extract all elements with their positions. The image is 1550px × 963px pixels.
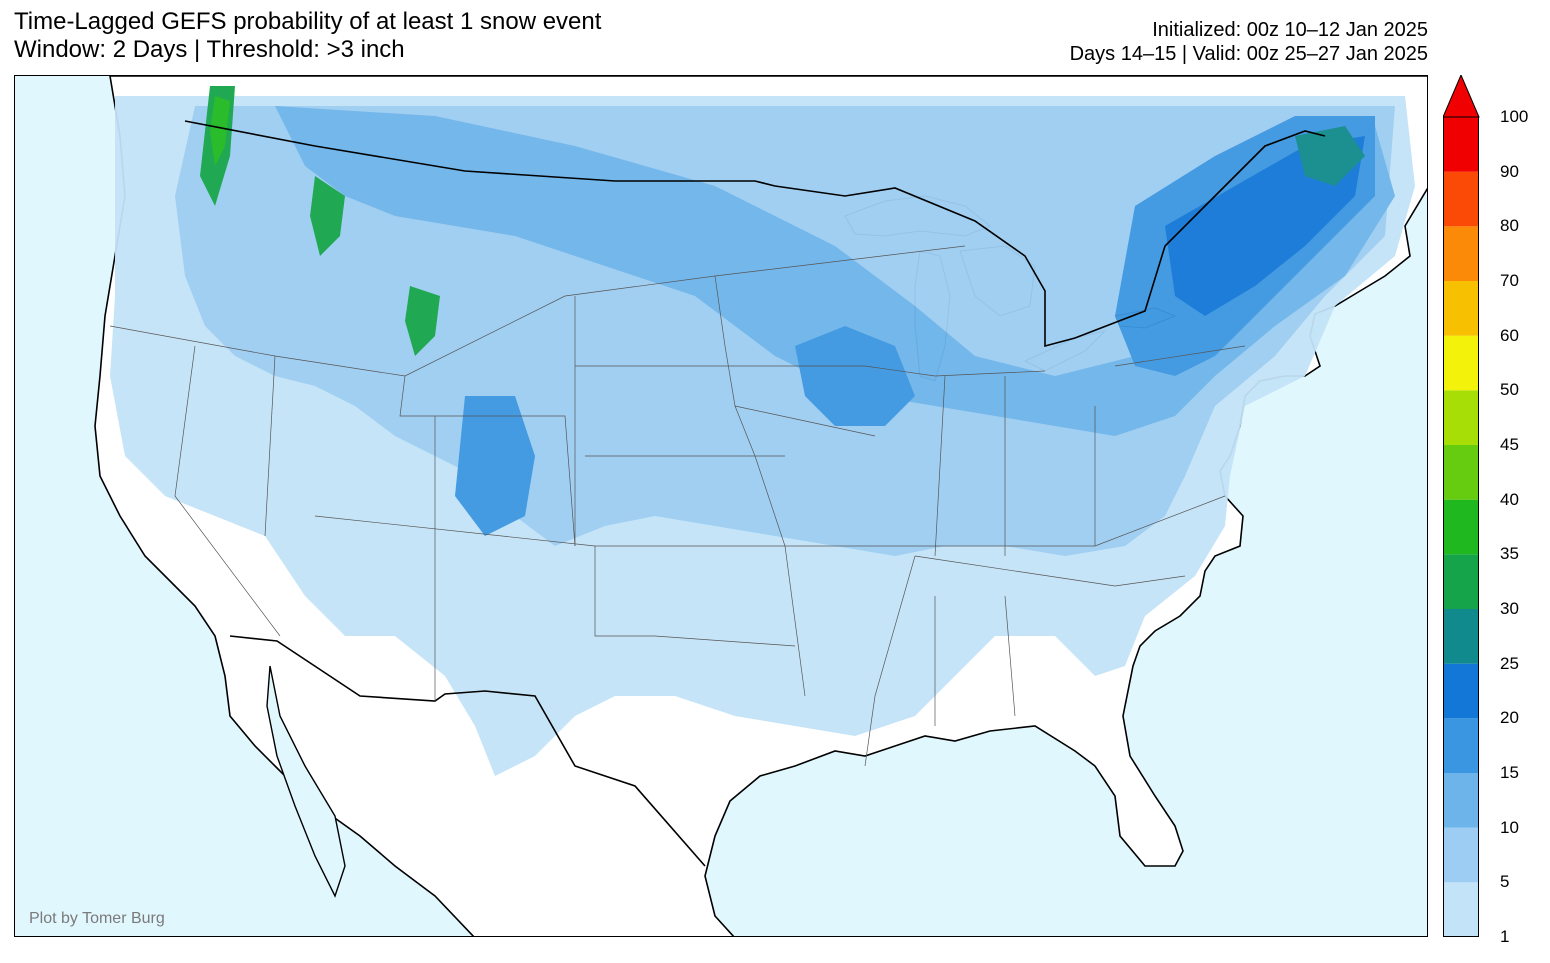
prob-10-15 bbox=[275, 106, 1395, 436]
colorbar-segment bbox=[1443, 335, 1479, 391]
prob-15-20-rockies bbox=[455, 396, 535, 536]
colorbar-extend-arrow bbox=[1443, 75, 1480, 118]
colorbar-segment bbox=[1443, 609, 1479, 664]
colorbar-segment bbox=[1443, 663, 1479, 719]
colorbar-segment bbox=[1443, 499, 1479, 555]
colorbar-tick-label: 70 bbox=[1500, 271, 1519, 290]
run-info: Initialized: 00z 10–12 Jan 2025 Days 14–… bbox=[1070, 18, 1428, 66]
plot-credit: Plot by Tomer Burg bbox=[29, 910, 165, 927]
gulf-of-california bbox=[266, 665, 346, 898]
map-panel: Plot by Tomer Burg bbox=[14, 75, 1428, 937]
colorbar-segment bbox=[1443, 226, 1479, 281]
prob-15-20-midwest bbox=[795, 326, 915, 426]
colorbar-segment bbox=[1443, 445, 1479, 500]
title-line-1: Time-Lagged GEFS probability of at least… bbox=[14, 8, 602, 35]
colorbar-segment bbox=[1443, 827, 1479, 883]
prob-30-35-wyoming bbox=[405, 286, 440, 356]
colorbar-tick-label: 1 bbox=[1500, 927, 1510, 946]
colorbar bbox=[1443, 75, 1480, 937]
us-mexico-border bbox=[229, 635, 706, 867]
colorbar-tick-label: 10 bbox=[1500, 817, 1519, 837]
prob-35-40-cascades bbox=[210, 96, 230, 166]
valid-text: Days 14–15 | Valid: 00z 25–27 Jan 2025 bbox=[1069, 43, 1428, 65]
colorbar-tick-label: 30 bbox=[1500, 599, 1519, 618]
colorbar-tick-label: 25 bbox=[1500, 653, 1519, 673]
init-text: Initialized: 00z 10–12 Jan 2025 bbox=[1152, 19, 1428, 41]
map-svg bbox=[15, 76, 1427, 936]
us-canada-border bbox=[184, 120, 1326, 348]
colorbar-tick-label: 45 bbox=[1500, 435, 1519, 454]
colorbar-tick-label: 5 bbox=[1500, 872, 1510, 892]
colorbar-tick-label: 35 bbox=[1500, 544, 1519, 564]
colorbar-segment bbox=[1443, 117, 1479, 172]
title-line-2: Window: 2 Days | Threshold: >3 inch bbox=[14, 36, 405, 63]
colorbar-frame bbox=[1443, 116, 1479, 937]
colorbar-tick-label: 90 bbox=[1500, 161, 1519, 181]
probability-field bbox=[110, 86, 1415, 776]
colorbar-tick-label: 100 bbox=[1500, 107, 1529, 126]
prob-20-25 bbox=[1165, 136, 1365, 316]
colorbar-segment bbox=[1443, 554, 1479, 609]
colorbar-tick-label: 40 bbox=[1500, 489, 1519, 509]
colorbar-segment bbox=[1443, 390, 1479, 445]
chart-title: Time-Lagged GEFS probability of at least… bbox=[14, 8, 601, 64]
prob-25-30 bbox=[1295, 126, 1365, 186]
colorbar-tick-label: 20 bbox=[1500, 708, 1519, 728]
state-borders bbox=[109, 245, 1246, 767]
colorbar-segment bbox=[1443, 718, 1479, 773]
colorbar-segment bbox=[1443, 281, 1479, 336]
colorbar-tick-label: 50 bbox=[1500, 380, 1519, 400]
colorbar-segment bbox=[1443, 882, 1479, 937]
colorbar-tick-label: 80 bbox=[1500, 216, 1519, 236]
colorbar-tick-label: 60 bbox=[1500, 325, 1519, 345]
colorbar-segment bbox=[1443, 171, 1479, 227]
colorbar-tick-label: 15 bbox=[1500, 763, 1519, 782]
prob-30-35-idaho bbox=[310, 176, 345, 256]
colorbar-segment bbox=[1443, 773, 1479, 828]
